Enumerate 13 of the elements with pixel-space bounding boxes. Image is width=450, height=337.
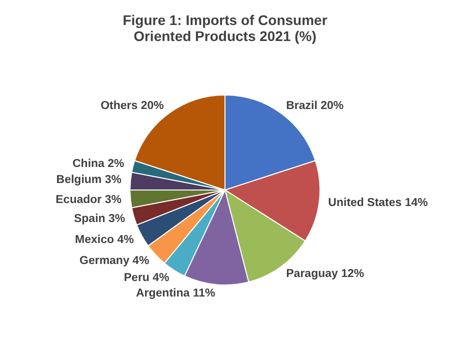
chart-title: Figure 1: Imports of Consumer Oriented Products 2021 (%) — [122, 12, 328, 44]
slice-label: Spain 3% — [74, 213, 126, 226]
slice-label: China 2% — [72, 158, 124, 170]
slice-label: Others 20% — [100, 100, 164, 112]
slice-label: Paraguay 12% — [286, 268, 364, 280]
slice-label: United States 14% — [328, 197, 428, 210]
slice-label: Germany 4% — [80, 255, 150, 268]
slice-label: Belgium 3% — [56, 174, 122, 186]
slice-label: Brazil 20% — [286, 100, 344, 112]
slice-label: Mexico 4% — [75, 234, 134, 246]
slice-label: Peru 4% — [124, 272, 170, 284]
slice-label: Argentina 11% — [136, 288, 216, 300]
slice-label: Ecuador 3% — [56, 194, 122, 206]
